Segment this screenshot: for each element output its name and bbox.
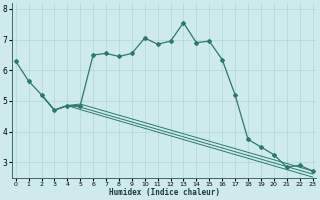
X-axis label: Humidex (Indice chaleur): Humidex (Indice chaleur) bbox=[108, 188, 220, 197]
